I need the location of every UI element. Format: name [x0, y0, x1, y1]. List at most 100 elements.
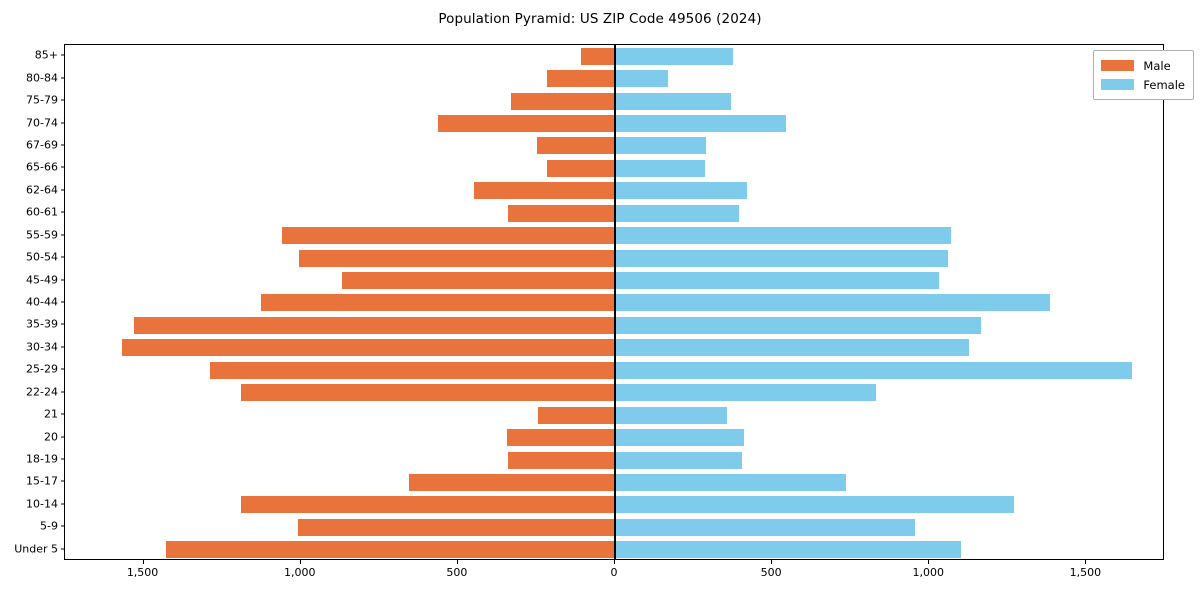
y-axis-tick-label: 25-29 — [26, 362, 58, 376]
bar-female[interactable] — [615, 361, 1132, 379]
bar-female[interactable] — [615, 204, 740, 222]
bar-male[interactable] — [341, 272, 615, 290]
bar-male[interactable] — [241, 384, 615, 402]
pyramid-row — [65, 67, 1163, 89]
x-axis-tick-mark — [1085, 560, 1087, 564]
x-axis-tick-label: 1,000 — [912, 566, 945, 579]
y-axis-tick-label: 21 — [44, 407, 58, 421]
bar-female[interactable] — [615, 339, 969, 357]
x-axis-tick-mark — [142, 560, 144, 564]
bar-female[interactable] — [615, 92, 732, 110]
bar-male[interactable] — [473, 182, 615, 200]
bar-female[interactable] — [615, 115, 787, 132]
pyramid-row — [65, 449, 1163, 471]
pyramid-row — [65, 202, 1163, 224]
x-axis-tick-label: 0 — [610, 566, 618, 579]
y-axis-tick-label: 62-64 — [26, 183, 58, 197]
bar-male[interactable] — [506, 429, 615, 447]
pyramid-row — [65, 337, 1163, 359]
y-axis-tick-label: 30-34 — [26, 340, 58, 354]
y-axis-tick-label: 18-19 — [26, 452, 58, 466]
pyramid-row — [65, 516, 1163, 538]
x-axis-tick-label: 500 — [760, 566, 782, 579]
y-axis-tick-label: 80-84 — [26, 71, 58, 85]
pyramid-row — [65, 112, 1163, 134]
x-axis-tick-label: 1,500 — [126, 566, 159, 579]
y-axis-tick-label: 35-39 — [26, 317, 58, 331]
legend-label-male: Male — [1143, 58, 1171, 73]
bar-female[interactable] — [615, 137, 707, 155]
bar-female[interactable] — [615, 294, 1051, 312]
chart-legend: Male Female — [1093, 50, 1194, 100]
x-axis-tick-mark — [456, 560, 458, 564]
bar-female[interactable] — [615, 182, 747, 200]
bar-male[interactable] — [134, 316, 615, 334]
pyramid-row — [65, 494, 1163, 516]
x-axis-tick-mark — [299, 560, 301, 564]
bar-male[interactable] — [537, 137, 615, 155]
bar-male[interactable] — [581, 47, 615, 65]
bar-female[interactable] — [615, 227, 952, 245]
bar-male[interactable] — [508, 204, 615, 222]
bar-male[interactable] — [166, 541, 615, 559]
bar-female[interactable] — [615, 429, 744, 447]
x-axis-tick-mark — [928, 560, 930, 564]
bar-male[interactable] — [438, 115, 615, 132]
bar-female[interactable] — [615, 541, 961, 559]
y-axis-tick-label: 50-54 — [26, 250, 58, 264]
bar-female[interactable] — [615, 47, 733, 65]
bar-female[interactable] — [615, 249, 949, 267]
y-axis-tick-label: 22-24 — [26, 385, 58, 399]
x-axis-tick-label: 1,000 — [283, 566, 316, 579]
y-axis-tick-label: 65-66 — [26, 160, 58, 174]
bar-female[interactable] — [615, 518, 916, 536]
bar-male[interactable] — [538, 406, 615, 424]
bar-male[interactable] — [121, 339, 615, 357]
bar-female[interactable] — [615, 159, 705, 177]
bar-male[interactable] — [547, 159, 615, 177]
bar-female[interactable] — [615, 316, 982, 334]
y-axis-tick-label: 70-74 — [26, 116, 58, 130]
bar-female[interactable] — [615, 451, 743, 469]
bar-male[interactable] — [209, 361, 615, 379]
legend-item-female[interactable]: Female — [1101, 75, 1185, 94]
pyramid-row — [65, 247, 1163, 269]
x-axis-tick-label: 1,500 — [1069, 566, 1102, 579]
bar-female[interactable] — [615, 473, 846, 491]
legend-swatch-male-icon — [1101, 60, 1135, 71]
pyramid-row — [65, 359, 1163, 381]
bar-male[interactable] — [299, 249, 615, 267]
bar-female[interactable] — [615, 384, 876, 402]
bar-male[interactable] — [508, 451, 615, 469]
y-axis-tick-label: 75-79 — [26, 93, 58, 107]
pyramid-row — [65, 426, 1163, 448]
bar-male[interactable] — [547, 70, 615, 88]
pyramid-row — [65, 224, 1163, 246]
bar-male[interactable] — [297, 518, 615, 536]
bar-female[interactable] — [615, 406, 727, 424]
bar-female[interactable] — [615, 496, 1015, 514]
pyramid-row — [65, 180, 1163, 202]
pyramid-row — [65, 90, 1163, 112]
pyramid-row — [65, 292, 1163, 314]
bar-male[interactable] — [261, 294, 615, 312]
legend-item-male[interactable]: Male — [1101, 56, 1185, 75]
zero-axis-line — [614, 45, 616, 559]
bar-male[interactable] — [409, 473, 615, 491]
y-axis-tick-label: 67-69 — [26, 138, 58, 152]
y-axis-tick-label: 10-14 — [26, 497, 58, 511]
bar-male[interactable] — [511, 92, 615, 110]
y-axis-tick-label: 15-17 — [26, 474, 58, 488]
pyramid-row — [65, 269, 1163, 291]
bar-female[interactable] — [615, 70, 669, 88]
bar-female[interactable] — [615, 272, 939, 290]
bar-male[interactable] — [281, 227, 615, 245]
pyramid-row — [65, 157, 1163, 179]
bar-male[interactable] — [241, 496, 615, 514]
legend-swatch-female-icon — [1101, 79, 1135, 90]
legend-label-female: Female — [1143, 77, 1185, 92]
x-axis-tick-mark — [771, 560, 773, 564]
x-axis-tick-mark — [614, 560, 615, 564]
chart-title: Population Pyramid: US ZIP Code 49506 (2… — [438, 11, 762, 27]
